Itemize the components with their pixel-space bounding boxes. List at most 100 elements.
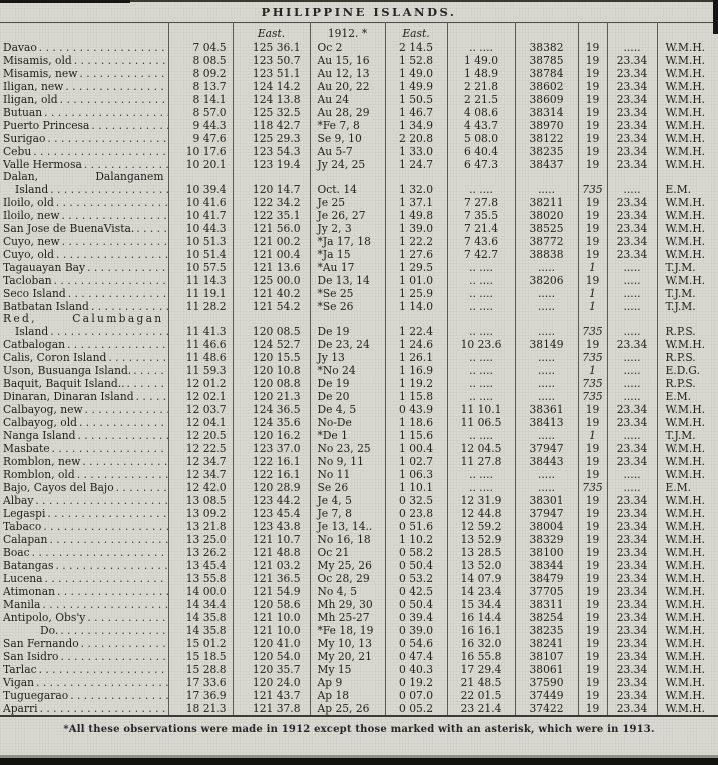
cell-date: Je 7, 8 — [309, 507, 385, 520]
cell-longitude: 121 37.8 — [232, 702, 310, 716]
cell-place-name: Tagauayan Bay — [0, 261, 168, 274]
cell-station-number: 38301 — [514, 494, 578, 507]
cell-east-value: 0 05.2 — [384, 702, 447, 716]
cell-latitude: 11 41.3 — [167, 313, 233, 338]
cell-place-name: Vigan — [0, 676, 168, 689]
cell-date: De 23, 24 — [309, 338, 385, 351]
cell-station-number: 37947 — [514, 507, 578, 520]
cell-col6-value: .. .... — [446, 171, 515, 196]
cell-place-name: Iligan, old — [0, 93, 168, 106]
cell-east-value: 0 19.2 — [384, 676, 447, 689]
cell-col8-value: 1 — [577, 287, 607, 300]
cell-col8-value: 735 — [577, 377, 607, 390]
cell-col6-value: .. .... — [446, 313, 515, 338]
cell-observer-initials: R.P.S. — [656, 351, 718, 364]
cell-date: *Fe 7, 8 — [309, 119, 385, 132]
cell-latitude: 13 21.8 — [167, 520, 233, 533]
cell-col9-value: ..... — [606, 41, 657, 54]
cell-date: Je 4, 5 — [309, 494, 385, 507]
cell-longitude: 121 54.2 — [232, 300, 310, 313]
cell-latitude: 10 41.7 — [167, 209, 233, 222]
cell-station-number: 38602 — [514, 80, 578, 93]
cell-east-value: 0 07.0 — [384, 689, 447, 702]
cell-col6-value: 16 14.4 — [446, 611, 515, 624]
cell-col9-value: 23.34 — [606, 520, 657, 533]
cell-col6-value: .. .... — [446, 481, 515, 494]
cell-observer-initials: W.M.H. — [656, 494, 718, 507]
cell-col8-value: 19 — [577, 494, 607, 507]
cell-latitude: 10 39.4 — [167, 171, 233, 196]
cell-col8-value: 19 — [577, 248, 607, 261]
cell-place-name: Calbayog, new — [0, 403, 168, 416]
cell-col9-value: ..... — [606, 274, 657, 287]
cell-longitude: 121 03.2 — [232, 559, 310, 572]
cell-col9-value: 23.34 — [606, 494, 657, 507]
cell-date: Au 15, 16 — [309, 54, 385, 67]
cell-longitude: 120 41.0 — [232, 637, 310, 650]
cell-col6-value: 16 55.8 — [446, 650, 515, 663]
footnote: *All these observations were made in 191… — [63, 724, 655, 735]
header-place — [0, 23, 168, 42]
cell-place-name: Butuan — [0, 106, 168, 119]
page-top-edge — [0, 0, 718, 2]
cell-station-number: 38437 — [514, 158, 578, 171]
cell-col8-value: 19 — [577, 689, 607, 702]
cell-col6-value: 2 21.5 — [446, 93, 515, 106]
cell-longitude: 120 14.7 — [232, 171, 310, 196]
cell-place-name: Tabaco — [0, 520, 168, 533]
cell-latitude: 15 18.5 — [167, 650, 233, 663]
cell-date: No 9, 11 — [309, 455, 385, 468]
cell-col9-value: 23.34 — [606, 132, 657, 145]
cell-observer-initials: W.M.H. — [656, 572, 718, 585]
scan-shadow-bottom — [0, 755, 718, 758]
cell-date: My 15 — [309, 663, 385, 676]
cell-latitude: 13 09.2 — [167, 507, 233, 520]
cell-latitude: 9 44.3 — [167, 119, 233, 132]
cell-date: Ap 18 — [309, 689, 385, 702]
cell-station-number: 38122 — [514, 132, 578, 145]
cell-col9-value: 23.34 — [606, 403, 657, 416]
cell-observer-initials: W.M.H. — [656, 611, 718, 624]
cell-col9-value: 23.34 — [606, 106, 657, 119]
cell-longitude: 121 54.9 — [232, 585, 310, 598]
cell-place-name: Catbalogan — [0, 338, 168, 351]
cell-observer-initials: W.M.H. — [656, 222, 718, 235]
cell-col9-value: 23.34 — [606, 338, 657, 351]
cell-longitude: 121 10.7 — [232, 533, 310, 546]
cell-place-name: Seco Island — [0, 287, 168, 300]
cell-col6-value: 7 42.7 — [446, 248, 515, 261]
cell-station-number: 38838 — [514, 248, 578, 261]
cell-station-number: 38413 — [514, 416, 578, 429]
cell-col6-value: 7 27.8 — [446, 196, 515, 209]
cell-east-value: 0 39.0 — [384, 624, 447, 637]
header-date-1912: 1912. * — [309, 22, 385, 41]
cell-date: Au 24 — [309, 93, 385, 106]
cell-longitude: 121 00.4 — [232, 248, 310, 261]
cell-station-number: ..... — [514, 468, 578, 481]
cell-station-number: 38235 — [514, 624, 578, 637]
cell-station-number: 38206 — [514, 274, 578, 287]
cell-col6-value: .. .... — [446, 41, 515, 54]
cell-observer-initials: W.M.H. — [656, 442, 718, 455]
cell-date: *Se 26 — [309, 300, 385, 313]
cell-station-number: 38061 — [514, 663, 578, 676]
cell-observer-initials: R.P.S. — [656, 313, 718, 338]
cell-east-value: 0 47.4 — [384, 650, 447, 663]
cell-longitude: 121 40.2 — [232, 287, 310, 300]
cell-station-number: ..... — [514, 351, 578, 364]
cell-col6-value: .. .... — [446, 468, 515, 481]
cell-longitude: 120 58.6 — [232, 598, 310, 611]
cell-date: De 19 — [309, 377, 385, 390]
cell-place-name: Puerto Princesa — [0, 119, 168, 132]
cell-station-number: 38382 — [514, 41, 578, 54]
cell-date: Je 13, 14.. — [309, 520, 385, 533]
cell-place-name: Romblon, old — [0, 468, 168, 481]
cell-station-number: 38329 — [514, 533, 578, 546]
cell-place-name: Davao — [0, 41, 168, 54]
